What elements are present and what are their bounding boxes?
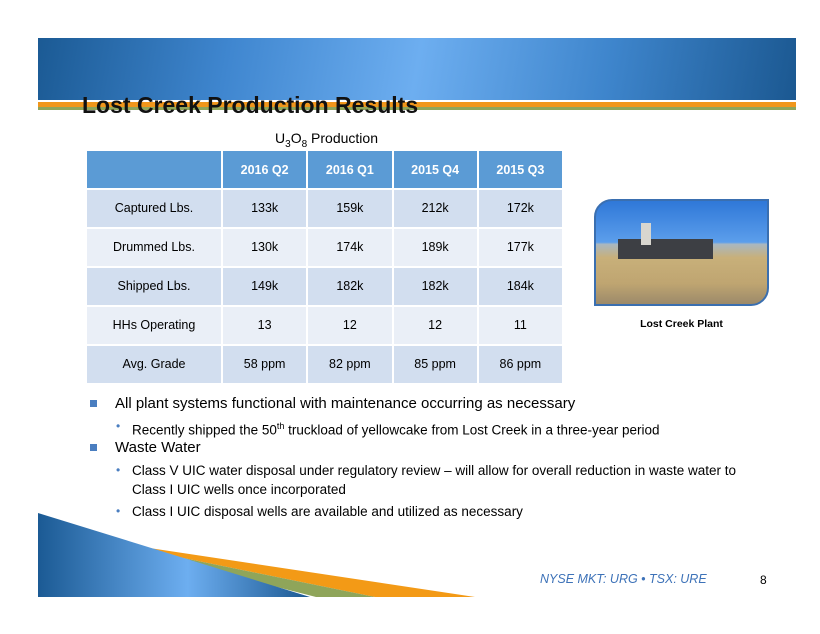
- sub-bullet-text: Class I UIC disposal wells are available…: [132, 504, 523, 519]
- table-caption: U3O8 Production: [275, 130, 378, 150]
- table-header-row: 2016 Q2 2016 Q1 2015 Q4 2015 Q3: [87, 151, 562, 188]
- sub-bullet-text: Class V UIC water disposal under regulat…: [132, 463, 737, 497]
- cell: 86 ppm: [478, 346, 562, 383]
- plant-photo: [594, 199, 769, 306]
- table-row: Avg. Grade 58 ppm 82 ppm 85 ppm 86 ppm: [87, 346, 562, 383]
- photo-caption: Lost Creek Plant: [640, 318, 723, 330]
- header-banner: [38, 38, 796, 100]
- cell: 174k: [308, 229, 392, 266]
- column-header: 2016 Q2: [223, 151, 307, 188]
- row-label: Drummed Lbs.: [87, 229, 221, 266]
- cell: 11: [478, 307, 562, 344]
- row-label: Shipped Lbs.: [87, 268, 221, 305]
- orange-divider: [38, 102, 796, 107]
- cell: 182k: [393, 268, 477, 305]
- row-label: Captured Lbs.: [87, 190, 221, 227]
- dot-bullet-icon: •: [116, 504, 121, 518]
- table-row: HHs Operating 13 12 12 11: [87, 307, 562, 344]
- table-row: Shipped Lbs. 149k 182k 182k 184k: [87, 268, 562, 305]
- dot-bullet-icon: •: [116, 419, 121, 433]
- column-header: [87, 151, 221, 188]
- cell: 85 ppm: [393, 346, 477, 383]
- cell: 149k: [223, 268, 307, 305]
- cell: 13: [223, 307, 307, 344]
- green-divider: [38, 107, 796, 110]
- page-number: 8: [760, 573, 767, 587]
- column-header: 2016 Q1: [308, 151, 392, 188]
- silo-shape: [641, 223, 651, 245]
- table-row: Captured Lbs. 133k 159k 212k 172k: [87, 190, 562, 227]
- square-bullet-icon: [90, 400, 97, 407]
- cell: 184k: [478, 268, 562, 305]
- cell: 159k: [308, 190, 392, 227]
- cell: 133k: [223, 190, 307, 227]
- blue-swoosh: [38, 513, 310, 597]
- cell: 189k: [393, 229, 477, 266]
- table-row: Drummed Lbs. 130k 174k 189k 177k: [87, 229, 562, 266]
- square-bullet-icon: [90, 444, 97, 451]
- cell: 172k: [478, 190, 562, 227]
- cell: 212k: [393, 190, 477, 227]
- cell: 58 ppm: [223, 346, 307, 383]
- cell: 177k: [478, 229, 562, 266]
- cell: 12: [308, 307, 392, 344]
- row-label: Avg. Grade: [87, 346, 221, 383]
- cell: 82 ppm: [308, 346, 392, 383]
- bullet-text: All plant systems functional with mainte…: [115, 395, 576, 412]
- cell: 130k: [223, 229, 307, 266]
- bullet-text: Waste Water: [115, 439, 201, 456]
- ticker-footer: NYSE MKT: URG • TSX: URE: [540, 572, 707, 586]
- cell: 12: [393, 307, 477, 344]
- column-header: 2015 Q3: [478, 151, 562, 188]
- cell: 182k: [308, 268, 392, 305]
- row-label: HHs Operating: [87, 307, 221, 344]
- orange-swoosh: [90, 539, 475, 597]
- column-header: 2015 Q4: [393, 151, 477, 188]
- production-table: 2016 Q2 2016 Q1 2015 Q4 2015 Q3 Captured…: [85, 149, 564, 385]
- dot-bullet-icon: •: [116, 463, 121, 477]
- page-title: Lost Creek Production Results: [82, 92, 419, 118]
- sub-bullet-text: Recently shipped the 50th truckload of y…: [132, 421, 660, 438]
